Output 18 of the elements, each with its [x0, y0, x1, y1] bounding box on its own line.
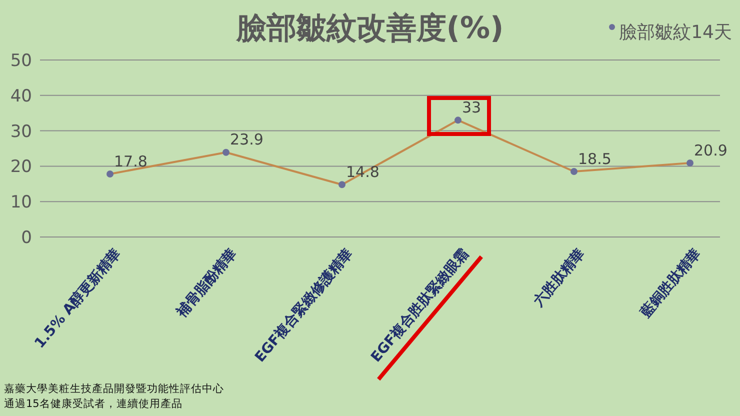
- text: 通過15名健康受試者，連續使用產品: [4, 397, 184, 412]
- text: 嘉藥大學美粧生技產品開發暨功能性評估中心: [4, 382, 224, 397]
- y-tick-label: 50: [10, 51, 32, 72]
- chart-title: 臉部皺紋改善度(%): [235, 10, 505, 48]
- data-label: 18.5: [578, 150, 612, 168]
- data-label: 23.9: [230, 130, 264, 149]
- legend-label: 臉部皺紋14天: [619, 21, 732, 44]
- data-label: 33: [462, 98, 482, 117]
- y-tick-label: 30: [10, 122, 32, 142]
- x-tick-label: 補骨脂酚精華: [172, 245, 240, 322]
- y-tick-label: 20: [10, 157, 32, 178]
- data-label: 20.9: [694, 141, 728, 160]
- y-tick-label: 10: [10, 192, 32, 213]
- x-tick-label: 藍銅胜肽精華: [637, 246, 704, 322]
- data-label: 17.8: [114, 152, 148, 170]
- x-tick-label: 六胜肽精華: [529, 245, 588, 311]
- y-tick-label: 0: [21, 228, 32, 248]
- y-tick-label: 40: [10, 86, 32, 106]
